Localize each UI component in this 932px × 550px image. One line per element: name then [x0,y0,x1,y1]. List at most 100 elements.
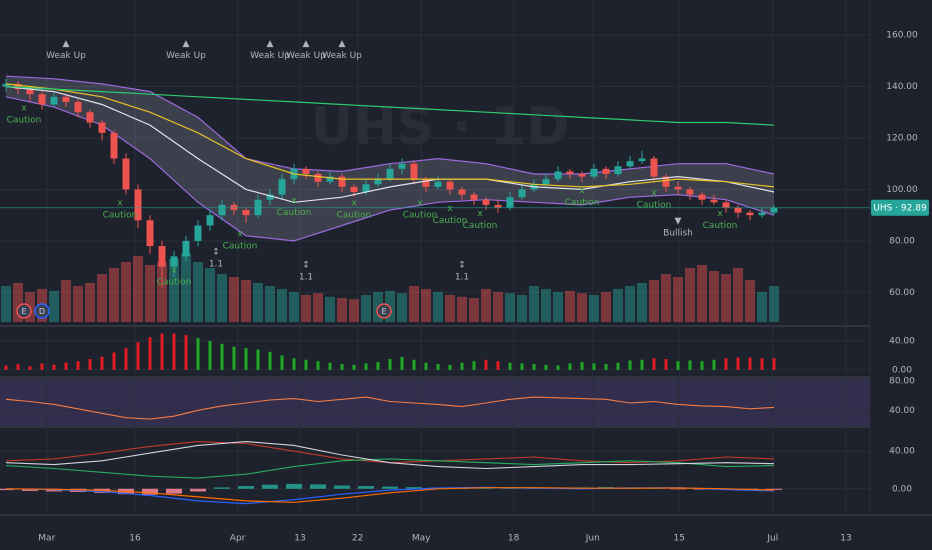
volume-bar [517,295,527,322]
histogram-bar [388,359,392,370]
volume-bar [97,274,107,322]
annotation-symbol: ▲ [303,39,310,49]
annotation-label: Caution [637,200,672,210]
volume-bar [565,290,575,322]
event-label: E [381,307,386,316]
histogram-bar [88,359,92,370]
candle-body [62,96,70,102]
histogram-bar [16,364,20,370]
candle-body [170,256,178,267]
histogram-bar [652,358,656,370]
candle-body [2,83,10,87]
candle-body [98,122,106,133]
y-tick-label: 40.00 [889,336,915,346]
histogram-bar [580,361,584,370]
y-tick-label: 100.00 [886,185,918,195]
histogram-bar [748,357,752,370]
histogram-bar [304,359,308,370]
candle-body [314,173,322,182]
candle-body [14,83,22,90]
volume-bar [349,299,359,322]
histogram-bar [352,364,356,370]
annotation-label: Caution [403,211,438,221]
volume-bar [325,296,335,322]
histogram-bar [112,352,116,370]
volume-bar [541,289,551,322]
indicator-line [5,396,775,420]
candle-body [674,186,682,190]
volume-bar [721,274,731,322]
x-tick-label: 18 [508,534,520,544]
x-tick-label: 16 [129,534,141,544]
volume-bar [745,280,755,322]
macd-bar [238,486,254,489]
macd-bar [334,485,350,489]
volume-bar [685,268,695,322]
annotation-label: 1.1 [209,260,223,270]
x-tick-label: Jun [585,534,600,544]
candle-body [518,189,526,198]
macd-bar [310,484,326,489]
annotation-label: Bullish [663,229,693,239]
band-lower [5,96,775,242]
annotation-symbol: ▲ [339,39,346,49]
annotation-label: Weak Up [250,51,290,61]
histogram-bar [556,365,560,370]
volume-bar [13,283,23,322]
candle-body [302,168,310,174]
indicator-line [5,441,775,470]
histogram-bar [100,356,104,370]
annotation-label: Weak Up [286,51,326,61]
macd-bar [670,488,686,490]
volume-bar [313,293,323,322]
volume-bar [601,292,611,322]
histogram-bar [544,364,548,370]
annotation-symbol: x [717,209,723,219]
volume-bar [661,274,671,322]
candle-body [662,176,670,187]
event-marker [34,303,50,319]
histogram-bar [460,362,464,370]
volume-bar [145,265,155,322]
histogram-bar [664,359,668,370]
histogram-bar [244,348,248,370]
candle-body [722,202,730,208]
macd-bar [22,488,38,491]
histogram-bar [448,364,452,370]
candle-body [506,197,514,208]
candle-body [134,189,142,221]
macd-bar [766,488,782,490]
moving-average [5,85,775,203]
histogram-bar [688,360,692,370]
volume-bar [469,298,479,322]
candle-body [242,210,250,216]
annotation-label: Caution [703,221,738,231]
volume-bar [421,289,431,322]
annotation-symbol: ▲ [63,39,70,49]
candle-body [590,168,598,177]
histogram-bar [28,366,32,370]
annotation-symbol: ↕ [302,260,310,270]
x-tick-label: Jul [766,534,778,544]
volume-bar [181,253,191,322]
candle-body [86,112,94,123]
annotation-symbol: x [477,209,483,219]
histogram-bar [412,359,416,370]
histogram-bar [472,361,476,370]
histogram-bar [760,358,764,370]
volume-bar [49,290,59,322]
candle-body [602,168,610,174]
moving-average [5,83,775,188]
volume-bar [457,296,467,322]
macd-bar [358,486,374,489]
candle-body [578,173,586,177]
candle-body [734,207,742,213]
x-tick-label: 15 [673,534,684,544]
volume-bar [505,293,515,322]
event-label: D [39,307,45,316]
event-marker [16,303,32,319]
macd-bar [214,487,230,489]
annotation-label: 1.1 [455,272,469,282]
histogram-bar [256,349,260,370]
y-tick-label: 0.00 [892,365,912,375]
